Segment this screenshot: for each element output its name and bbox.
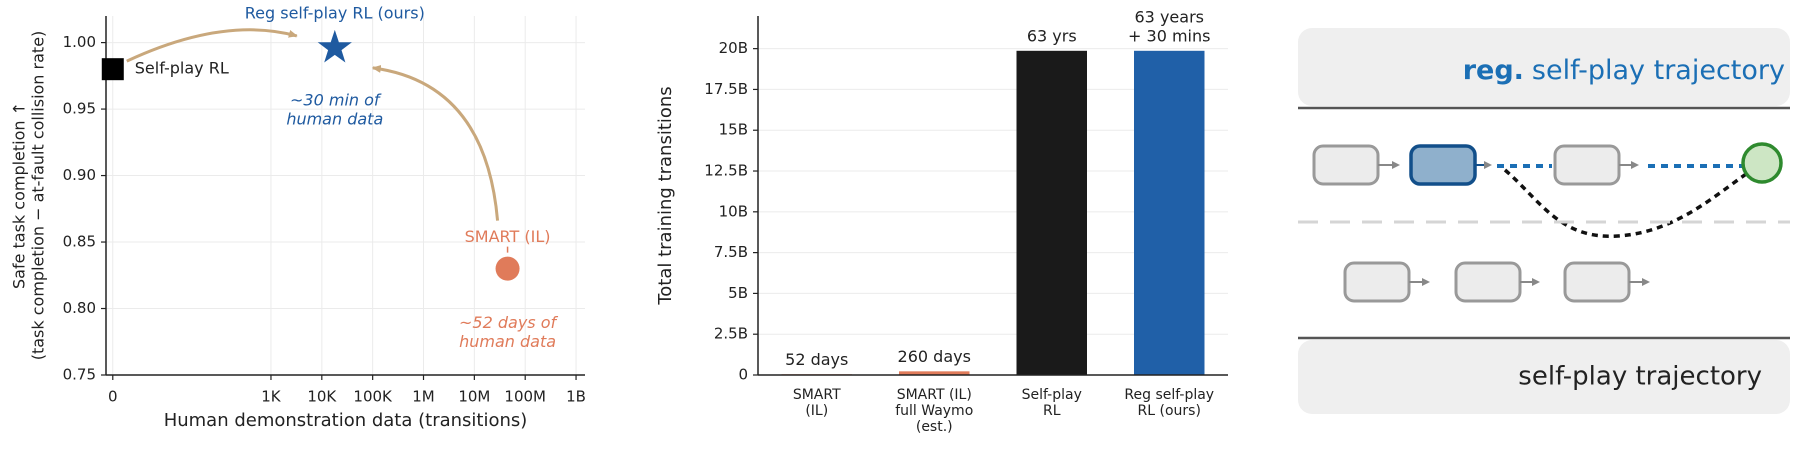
y-tick-label: 12.5B [704,162,748,180]
x-tick-label: 100K [353,388,393,406]
series-label: Self-play RL [135,59,229,78]
x-tick-label: Self-play [1022,387,1082,403]
state-box [1553,144,1621,186]
x-tick-label: SMART (IL) [897,387,972,403]
point [101,58,124,81]
x-tick-label: full Waymo [895,403,973,419]
series-label: Reg self-play RL (ours) [245,3,425,22]
arrow [371,65,500,221]
annotation: ~30 min of [290,90,382,109]
annotation: human data [459,332,556,351]
value-label: 52 days [785,350,848,369]
bottom-label: self-play trajectory [1518,362,1762,392]
x-tick-label: 100M [504,388,546,406]
y-tick-label: 10B [719,202,748,220]
top-label: reg. self-play trajectory [1463,55,1785,86]
state-box [1454,261,1522,303]
y-tick-label: 1.00 [63,33,96,51]
bar [899,371,970,375]
x-tick-label: RL (ours) [1138,403,1201,419]
y-tick-label: 0.90 [63,166,96,184]
y-tick-label: 0.75 [63,366,96,384]
annotation: human data [286,109,383,128]
y-tick-label: 17.5B [704,80,748,98]
bar [1134,50,1205,376]
point [495,256,520,281]
x-tick-label: 10K [307,388,337,406]
state-box [1343,261,1411,303]
goal [1741,142,1783,184]
x-tick-label: (IL) [805,403,828,419]
state-box-selected [1409,144,1477,186]
diagram: reg. self-play trajectory self-play traje… [1298,28,1790,414]
series-label: SMART (IL) [465,227,551,246]
x-tick-label: Reg self-play [1124,387,1214,403]
state-box [1563,261,1631,303]
y-tick-label: 7.5B [714,243,748,261]
bottom-panel [1298,340,1790,414]
y-tick-label: 0.85 [63,233,96,251]
x-tick-label: 1M [412,388,435,406]
x-tick-label: 0 [108,388,118,406]
y-tick-label: 20B [719,39,748,57]
value-label: 260 days [898,347,971,366]
x-tick-label: 10M [458,388,490,406]
x-tick-label: RL [1043,403,1061,419]
state-box [1312,144,1380,186]
top-panel [1298,28,1790,106]
y-tick-label: 15B [719,121,748,139]
y-tick-label: 5B [728,284,748,302]
value-label: 63 yrs [1027,26,1077,45]
x-axis-label: Human demonstration data (transitions) [164,410,528,431]
y-tick-label: 2.5B [714,325,748,343]
arrow [126,28,298,63]
y-tick-label: 0.80 [63,299,96,317]
x-tick-label: SMART [793,387,841,403]
x-tick-label: 1B [566,388,586,406]
y-tick-label: 0 [738,366,748,384]
dashed-curve [1503,164,1759,238]
y-axis-label: (task completion − at-fault collision ra… [29,31,48,361]
x-tick-label: (est.) [916,419,953,435]
value-label: + 30 mins [1128,26,1210,45]
y-axis-label: Safe task completion ↑ [10,102,29,289]
y-axis-label: Total training transitions [655,86,676,305]
point [317,29,352,63]
annotation: ~52 days of [459,313,558,332]
top-label-rest: self-play trajectory [1532,55,1785,86]
top-label-bold: reg. [1463,55,1524,86]
bar [1016,50,1087,375]
x-tick-label: 1K [261,388,282,406]
y-tick-label: 0.95 [63,100,96,118]
value-label: 63 years [1135,7,1204,26]
